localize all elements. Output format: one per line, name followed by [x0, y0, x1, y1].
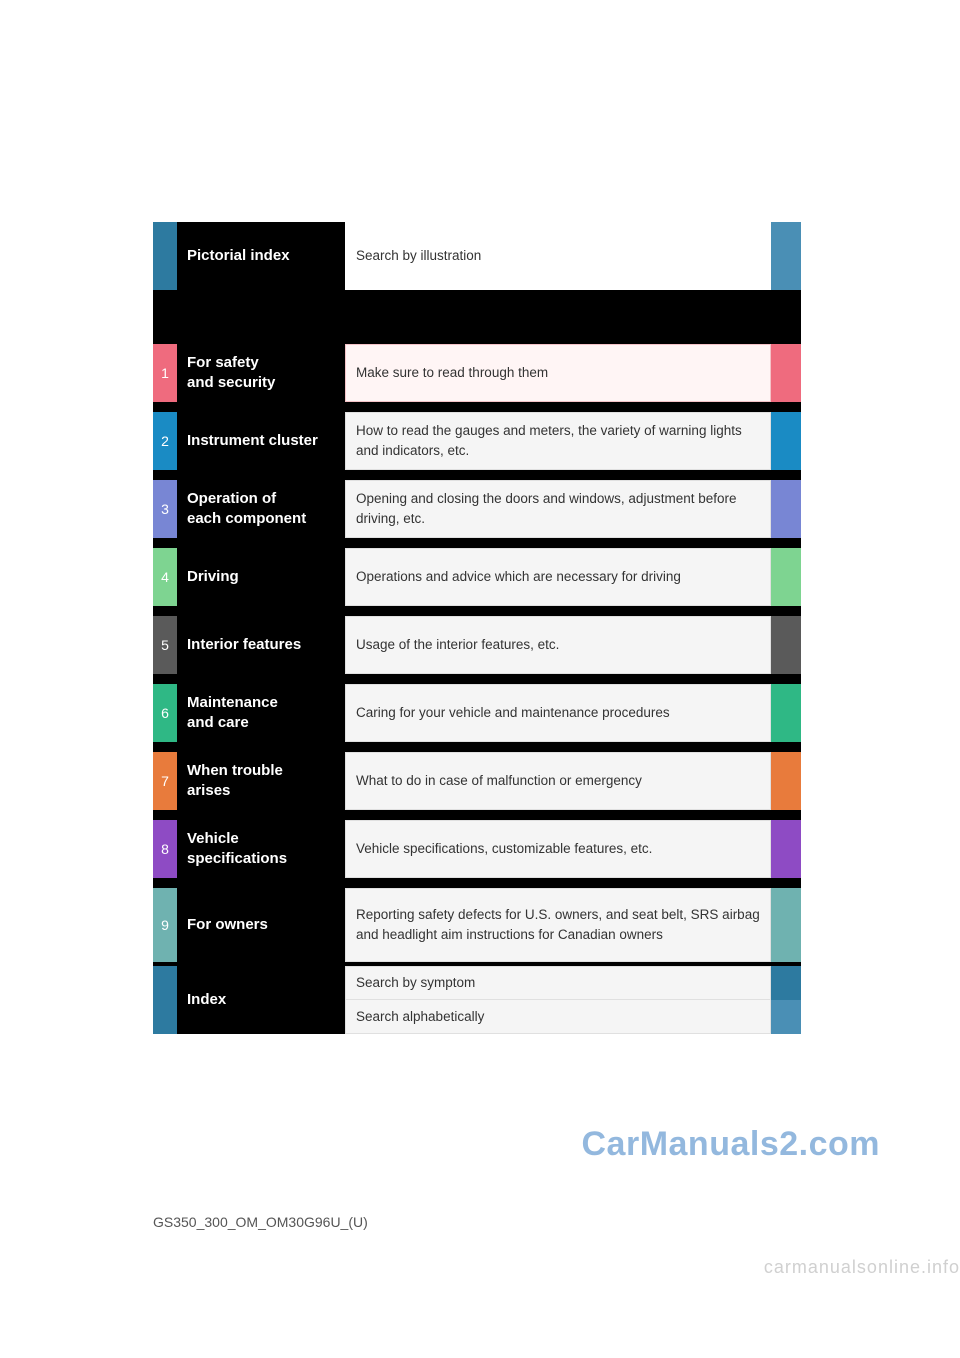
section-num: 3: [153, 480, 177, 538]
pictorial-index-row[interactable]: Pictorial index Search by illustration: [153, 222, 801, 290]
section-num: 5: [153, 616, 177, 674]
gap: [153, 290, 801, 344]
spacer: [153, 810, 801, 820]
section-desc: Caring for your vehicle and maintenance …: [345, 684, 771, 742]
footer-watermark: carmanualsonline.info: [764, 1257, 960, 1278]
section-desc: Operations and advice which are necessar…: [345, 548, 771, 606]
section-row-1[interactable]: 1For safety and securityMake sure to rea…: [153, 344, 801, 402]
section-title: Interior features: [177, 616, 345, 674]
manual-toc-page: Pictorial index Search by illustration 1…: [153, 222, 801, 1034]
section-desc: How to read the gauges and meters, the v…: [345, 412, 771, 470]
section-desc: Make sure to read through them: [345, 344, 771, 402]
index-tab-right-2: [771, 1000, 801, 1034]
section-title: Vehicle specifications: [177, 820, 345, 878]
section-tab-right: [771, 684, 801, 742]
footer-code: GS350_300_OM_OM30G96U_(U): [153, 1214, 368, 1230]
section-row-7[interactable]: 7When trouble arisesWhat to do in case o…: [153, 752, 801, 810]
index-sub2[interactable]: Search alphabetically: [345, 1000, 771, 1034]
spacer: [153, 674, 801, 684]
section-num: 6: [153, 684, 177, 742]
section-row-4[interactable]: 4DrivingOperations and advice which are …: [153, 548, 801, 606]
section-tab-right: [771, 412, 801, 470]
watermark-main: CarManuals2.com: [582, 1125, 881, 1164]
section-title: Maintenance and care: [177, 684, 345, 742]
section-num: 7: [153, 752, 177, 810]
section-num: 1: [153, 344, 177, 402]
section-row-8[interactable]: 8Vehicle specificationsVehicle specifica…: [153, 820, 801, 878]
section-num: 8: [153, 820, 177, 878]
spacer: [153, 742, 801, 752]
section-tab-right: [771, 752, 801, 810]
section-title: Operation of each component: [177, 480, 345, 538]
section-tab-right: [771, 344, 801, 402]
section-desc: Usage of the interior features, etc.: [345, 616, 771, 674]
section-row-2[interactable]: 2Instrument clusterHow to read the gauge…: [153, 412, 801, 470]
pictorial-desc: Search by illustration: [345, 222, 771, 290]
section-desc: What to do in case of malfunction or eme…: [345, 752, 771, 810]
index-title: Index: [177, 966, 345, 1034]
section-tab-right: [771, 616, 801, 674]
section-tab-right: [771, 480, 801, 538]
section-title: For owners: [177, 888, 345, 962]
spacer: [153, 878, 801, 888]
index-sub1[interactable]: Search by symptom: [345, 966, 771, 1000]
section-title: Driving: [177, 548, 345, 606]
index-tab-left: [153, 966, 177, 1034]
spacer: [153, 538, 801, 548]
pictorial-title: Pictorial index: [177, 222, 345, 290]
pictorial-tab-right: [771, 222, 801, 290]
section-row-6[interactable]: 6Maintenance and careCaring for your veh…: [153, 684, 801, 742]
section-desc: Vehicle specifications, customizable fea…: [345, 820, 771, 878]
spacer: [153, 402, 801, 412]
section-num: 2: [153, 412, 177, 470]
spacer: [153, 470, 801, 480]
section-row-5[interactable]: 5Interior featuresUsage of the interior …: [153, 616, 801, 674]
section-desc: Reporting safety defects for U.S. owners…: [345, 888, 771, 962]
section-num: 9: [153, 888, 177, 962]
section-tab-right: [771, 820, 801, 878]
section-title: When trouble arises: [177, 752, 345, 810]
section-num: 4: [153, 548, 177, 606]
section-title: Instrument cluster: [177, 412, 345, 470]
spacer: [153, 606, 801, 616]
pictorial-tab-left: [153, 222, 177, 290]
index-tab-right-1: [771, 966, 801, 1000]
index-row[interactable]: Index Search by symptom Search alphabeti…: [153, 966, 801, 1034]
section-row-3[interactable]: 3Operation of each componentOpening and …: [153, 480, 801, 538]
section-tab-right: [771, 548, 801, 606]
section-title: For safety and security: [177, 344, 345, 402]
section-row-9[interactable]: 9For ownersReporting safety defects for …: [153, 888, 801, 962]
section-tab-right: [771, 888, 801, 962]
section-desc: Opening and closing the doors and window…: [345, 480, 771, 538]
